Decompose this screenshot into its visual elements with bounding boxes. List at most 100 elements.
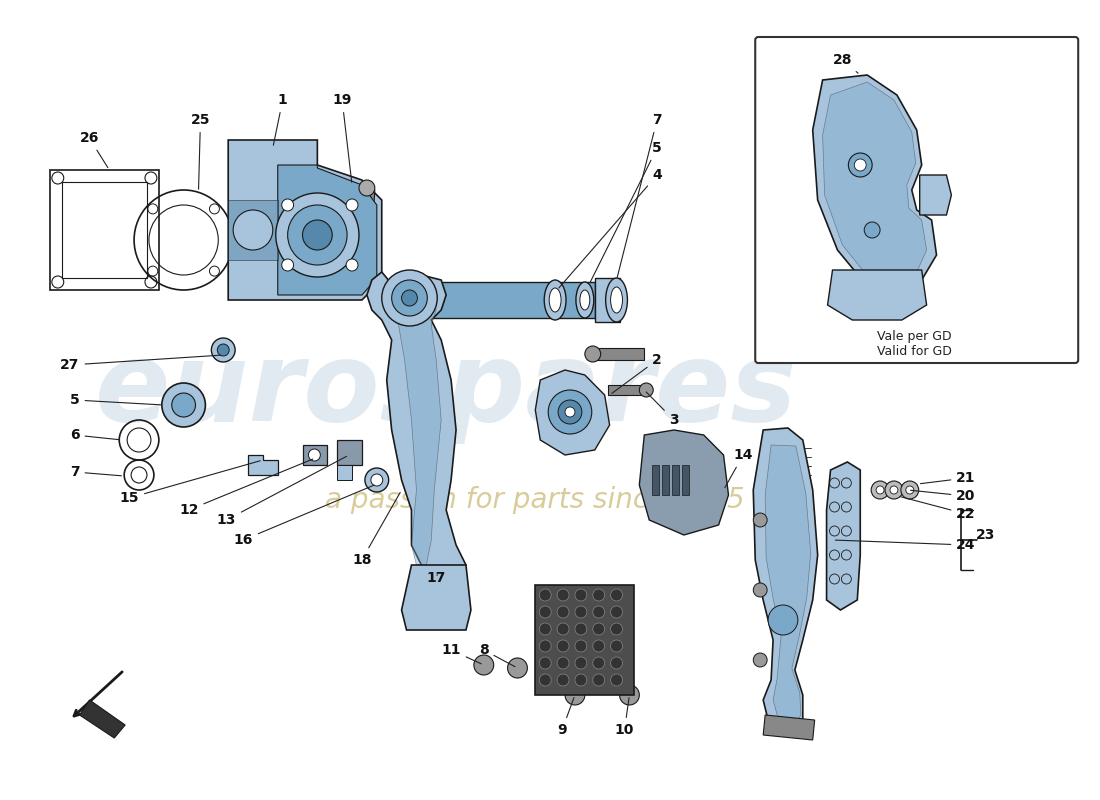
Circle shape bbox=[371, 474, 383, 486]
Text: 18: 18 bbox=[352, 493, 400, 567]
Circle shape bbox=[402, 290, 417, 306]
Circle shape bbox=[754, 513, 767, 527]
Circle shape bbox=[557, 657, 569, 669]
Circle shape bbox=[890, 486, 898, 494]
Circle shape bbox=[565, 407, 575, 417]
Circle shape bbox=[359, 180, 375, 196]
Text: 23: 23 bbox=[974, 528, 996, 542]
Polygon shape bbox=[672, 465, 679, 495]
Text: 8: 8 bbox=[478, 643, 515, 666]
Circle shape bbox=[557, 640, 569, 652]
Circle shape bbox=[308, 449, 320, 461]
Circle shape bbox=[754, 583, 767, 597]
Circle shape bbox=[539, 589, 551, 601]
Circle shape bbox=[218, 344, 229, 356]
Circle shape bbox=[876, 486, 884, 494]
Polygon shape bbox=[421, 282, 595, 318]
Circle shape bbox=[610, 674, 623, 686]
Text: 27: 27 bbox=[60, 355, 220, 372]
Circle shape bbox=[768, 605, 798, 635]
Polygon shape bbox=[338, 440, 362, 465]
Polygon shape bbox=[766, 445, 811, 724]
Circle shape bbox=[575, 674, 586, 686]
Polygon shape bbox=[826, 462, 860, 610]
Circle shape bbox=[539, 657, 551, 669]
Text: 11: 11 bbox=[441, 643, 482, 664]
Polygon shape bbox=[813, 75, 936, 290]
Text: 26: 26 bbox=[79, 131, 108, 168]
Circle shape bbox=[575, 623, 586, 635]
Circle shape bbox=[593, 640, 605, 652]
Circle shape bbox=[557, 623, 569, 635]
Circle shape bbox=[905, 486, 914, 494]
Polygon shape bbox=[763, 715, 815, 740]
Text: 7: 7 bbox=[617, 113, 662, 278]
Circle shape bbox=[172, 393, 196, 417]
Circle shape bbox=[382, 270, 437, 326]
Ellipse shape bbox=[576, 282, 594, 318]
Polygon shape bbox=[754, 428, 817, 730]
Circle shape bbox=[610, 640, 623, 652]
Circle shape bbox=[593, 674, 605, 686]
Circle shape bbox=[365, 468, 388, 492]
Circle shape bbox=[557, 589, 569, 601]
Polygon shape bbox=[536, 585, 635, 695]
Text: 21: 21 bbox=[921, 471, 976, 485]
Polygon shape bbox=[662, 465, 669, 495]
Text: 22: 22 bbox=[901, 497, 976, 521]
Circle shape bbox=[610, 657, 623, 669]
Ellipse shape bbox=[544, 280, 566, 320]
Text: 20: 20 bbox=[911, 489, 976, 503]
Circle shape bbox=[855, 159, 866, 171]
Text: 2: 2 bbox=[612, 353, 662, 394]
Circle shape bbox=[392, 280, 427, 316]
Text: 7: 7 bbox=[70, 465, 121, 479]
Polygon shape bbox=[277, 165, 377, 295]
Circle shape bbox=[901, 481, 918, 499]
Text: 10: 10 bbox=[615, 698, 635, 737]
Polygon shape bbox=[338, 465, 352, 480]
Circle shape bbox=[593, 589, 605, 601]
Polygon shape bbox=[228, 200, 277, 260]
Circle shape bbox=[575, 640, 586, 652]
Polygon shape bbox=[367, 272, 466, 580]
Circle shape bbox=[302, 220, 332, 250]
Circle shape bbox=[593, 606, 605, 618]
Circle shape bbox=[211, 338, 235, 362]
Ellipse shape bbox=[606, 278, 627, 322]
Polygon shape bbox=[920, 175, 951, 215]
Text: 13: 13 bbox=[217, 456, 346, 527]
Polygon shape bbox=[79, 700, 125, 738]
Polygon shape bbox=[362, 190, 375, 240]
Circle shape bbox=[593, 657, 605, 669]
Text: 1: 1 bbox=[273, 93, 287, 146]
Circle shape bbox=[639, 383, 653, 397]
Circle shape bbox=[558, 400, 582, 424]
Circle shape bbox=[610, 589, 623, 601]
Polygon shape bbox=[302, 445, 328, 465]
Circle shape bbox=[575, 657, 586, 669]
Circle shape bbox=[346, 199, 358, 211]
Circle shape bbox=[287, 205, 348, 265]
Circle shape bbox=[548, 390, 592, 434]
Text: 4: 4 bbox=[559, 168, 662, 288]
Circle shape bbox=[754, 653, 767, 667]
Circle shape bbox=[575, 589, 586, 601]
Circle shape bbox=[162, 383, 206, 427]
Circle shape bbox=[346, 259, 358, 271]
Polygon shape bbox=[248, 455, 277, 475]
Polygon shape bbox=[827, 270, 926, 320]
Circle shape bbox=[610, 623, 623, 635]
Text: 14: 14 bbox=[725, 448, 752, 487]
Text: 25: 25 bbox=[190, 113, 210, 190]
Circle shape bbox=[276, 193, 359, 277]
Ellipse shape bbox=[549, 288, 561, 312]
Text: 15: 15 bbox=[120, 461, 261, 505]
Circle shape bbox=[886, 481, 903, 499]
Polygon shape bbox=[607, 385, 645, 395]
Polygon shape bbox=[595, 348, 645, 360]
Polygon shape bbox=[228, 140, 382, 300]
Text: 5: 5 bbox=[69, 393, 161, 407]
Circle shape bbox=[557, 606, 569, 618]
Circle shape bbox=[557, 674, 569, 686]
